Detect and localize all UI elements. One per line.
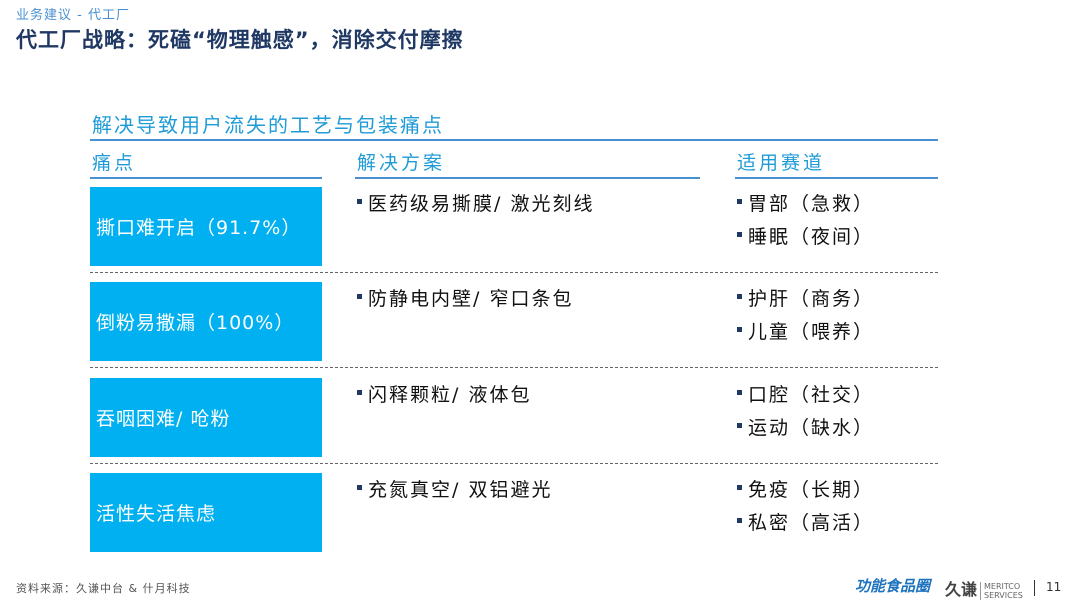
track-item: 儿童（喂养） bbox=[737, 317, 874, 344]
bullet-icon bbox=[737, 199, 742, 204]
track-item: 睡眠（夜间） bbox=[737, 222, 874, 249]
track-text: 运动（缺水） bbox=[748, 416, 875, 439]
pain-point-label: 倒粉易撒漏（100%） bbox=[96, 312, 295, 335]
track-text: 口腔（社交） bbox=[748, 383, 875, 406]
solution-item: 充氮真空/ 双铝避光 bbox=[357, 475, 552, 502]
source-note: 资料来源：久谦中台 & 什月科技 bbox=[16, 582, 191, 595]
track-text: 儿童（喂养） bbox=[748, 321, 875, 344]
solution-text: 闪释颗粒/ 液体包 bbox=[368, 383, 532, 406]
logo-functional-food: 功能食品圈 bbox=[855, 577, 931, 595]
bullet-icon bbox=[357, 199, 362, 204]
breadcrumb: 业务建议 - 代工厂 bbox=[16, 8, 130, 23]
column-header-pain: 痛点 bbox=[92, 152, 137, 174]
logo-text: MERITCO bbox=[984, 581, 1021, 591]
pain-point-box: 倒粉易撒漏（100%） bbox=[90, 282, 322, 362]
pain-point-box: 吞咽困难/ 呛粉 bbox=[90, 377, 322, 457]
solution-item: 防静电内壁/ 窄口条包 bbox=[357, 284, 573, 311]
track-text: 私密（高活） bbox=[748, 511, 875, 534]
column-header-tracks: 适用赛道 bbox=[737, 152, 826, 174]
row-divider bbox=[90, 272, 938, 273]
bullet-icon bbox=[737, 517, 742, 523]
pain-point-label: 活性失活焦虑 bbox=[96, 502, 217, 525]
solution-text: 医药级易撕膜/ 激光刻线 bbox=[368, 193, 595, 215]
logo-meritco: 久谦 MERITCO SERVICES bbox=[945, 576, 1023, 600]
track-text: 胃部（急救） bbox=[748, 193, 875, 215]
solution-item: 医药级易撕膜/ 激光刻线 bbox=[357, 189, 594, 216]
logo-text: SERVICES bbox=[984, 590, 1023, 600]
track-text: 睡眠（夜间） bbox=[748, 226, 875, 248]
pain-point-box: 撕口难开启（91.7%） bbox=[90, 187, 322, 266]
track-item: 口腔（社交） bbox=[737, 380, 874, 407]
logo-text: 久谦 bbox=[945, 580, 978, 599]
track-item: 免疫（长期） bbox=[737, 475, 874, 502]
table-subtitle: 解决导致用户流失的工艺与包装痛点 bbox=[92, 113, 444, 137]
track-text: 护肝（商务） bbox=[748, 288, 875, 311]
bullet-icon bbox=[737, 389, 742, 395]
divider bbox=[355, 177, 700, 179]
solution-text: 充氮真空/ 双铝避光 bbox=[368, 478, 553, 501]
divider bbox=[1034, 580, 1035, 596]
track-item: 护肝（商务） bbox=[737, 284, 874, 311]
pain-point-label: 吞咽困难/ 呛粉 bbox=[96, 407, 231, 430]
row-divider bbox=[90, 367, 938, 369]
pain-point-label: 撕口难开启（91.7%） bbox=[96, 217, 302, 239]
bullet-icon bbox=[737, 422, 742, 428]
bullet-icon bbox=[737, 484, 742, 490]
bullet-icon bbox=[357, 484, 362, 490]
bullet-icon bbox=[357, 389, 362, 395]
divider bbox=[90, 139, 938, 141]
page-title: 代工厂战略：死磕“物理触感”，消除交付摩擦 bbox=[16, 28, 464, 52]
page-number: 11 bbox=[1046, 580, 1062, 594]
track-text: 免疫（长期） bbox=[748, 478, 875, 501]
row-divider bbox=[90, 462, 938, 464]
divider bbox=[90, 177, 322, 179]
divider bbox=[735, 177, 938, 179]
solution-item: 闪释颗粒/ 液体包 bbox=[357, 380, 531, 407]
pain-point-box: 活性失活焦虑 bbox=[90, 472, 322, 552]
bullet-icon bbox=[737, 294, 742, 300]
track-item: 私密（高活） bbox=[737, 508, 874, 535]
bullet-icon bbox=[737, 232, 742, 237]
solution-text: 防静电内壁/ 窄口条包 bbox=[368, 288, 574, 311]
track-item: 胃部（急救） bbox=[737, 189, 874, 216]
bullet-icon bbox=[357, 294, 362, 300]
track-item: 运动（缺水） bbox=[737, 413, 874, 440]
bullet-icon bbox=[737, 327, 742, 333]
column-header-solution: 解决方案 bbox=[357, 152, 446, 174]
